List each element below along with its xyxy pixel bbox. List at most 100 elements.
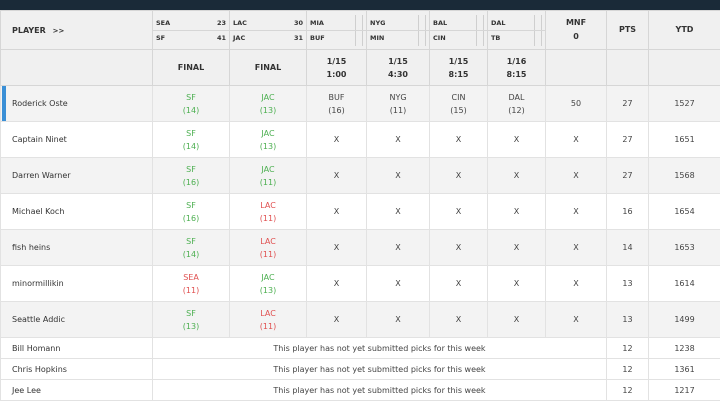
game-status-top: 1/15 [388,56,408,66]
hidden-pick: X [333,243,340,252]
player-name[interactable]: Captain Ninet [12,135,67,144]
mnf-value: 50 [570,99,582,108]
pts-cell: 27 [606,85,649,122]
hidden-pick: X [455,171,462,180]
player-name-cell[interactable]: Michael Koch [0,193,153,230]
game-team-line: TB [488,30,545,46]
player-row[interactable]: Captain Ninet SF (14) JAC (13) X X X X X 27 1651 [0,121,720,158]
game-score-cell: LAC 30 JAC 31 [229,10,307,50]
not-submitted-cell: This player has not yet submitted picks … [152,358,607,380]
game-team-line: CIN [430,30,487,46]
game-status-cell: 1/16 8:15 [487,49,546,86]
player-name[interactable]: Jee Lee [12,385,41,395]
game-status-top: 1/15 [326,56,347,66]
pending-player-row[interactable]: Chris Hopkins This player has not yet sub… [0,358,720,380]
pts-header[interactable]: PTS [606,10,649,50]
player-row[interactable]: Seattle Addic SF (13) LAC (11) X X X X X 13 1499 [0,301,720,338]
ytd-header[interactable]: YTD [648,10,720,50]
score-box [408,30,419,46]
pending-player-row[interactable]: Bill Homann This player has not yet submi… [0,337,720,359]
pending-player-row[interactable]: Jee Lee This player has not yet submitted… [0,379,720,401]
score-box [524,30,535,46]
player-row[interactable]: minormillikin SEA (11) JAC (13) X X X X X 13 1614 [0,265,720,302]
ytd-cell: 1499 [648,301,720,338]
player-row[interactable]: Roderick Oste SF (14) JAC (13) BUF (16) NYG (11)… [0,85,720,122]
player-name-cell[interactable]: Bill Homann [0,337,153,359]
mnf-value: X [573,315,579,324]
player-name[interactable]: Bill Homann [12,343,61,353]
pts-cell: 12 [606,358,649,380]
pick-cell: LAC (11) [229,193,307,230]
hidden-pick: X [395,243,401,252]
player-row[interactable]: Michael Koch SF (16) LAC (11) X X X X X 16 1654 [0,193,720,230]
pick-team: LAC [260,308,276,318]
pts-value: 27 [622,171,633,180]
team-score: 23 [216,18,226,27]
team-abbr: BAL [433,18,448,27]
player-name-cell[interactable]: fish heins [0,229,153,266]
pts-cell: 12 [606,379,649,401]
pick-cell: X [429,157,488,194]
player-name[interactable]: Chris Hopkins [12,364,67,374]
game-team-line: LAC 30 [230,15,306,30]
pick-confidence: (16) [328,105,345,115]
player-row[interactable]: fish heins SF (14) LAC (11) X X X X X 14 1653 [0,229,720,266]
status-spacer [606,49,649,86]
top-bar [0,0,720,10]
mnf-cell: X [545,157,607,194]
status-spacer [648,49,720,86]
game-status-cell: FINAL [152,49,230,86]
pick-cell: CIN (15) [429,85,488,122]
player-name-cell[interactable]: Seattle Addic [0,301,153,338]
team-abbr: CIN [433,34,446,42]
mnf-value: X [573,207,579,216]
pick-team: BUF [328,92,345,102]
score-box [535,15,542,30]
sort-arrows-icon[interactable]: >> [52,26,65,35]
pick-cell: NYG (11) [366,85,430,122]
picks-table: PLAYER >> SEA 23 SF 41 LAC 30 JAC 31 MIA BUF NY… [0,10,720,401]
player-name-cell[interactable]: Jee Lee [0,379,153,401]
player-header-label: PLAYER [12,25,46,35]
mnf-value: X [573,279,579,288]
not-submitted-cell: This player has not yet submitted picks … [152,337,607,359]
player-name[interactable]: Roderick Oste [12,99,68,108]
mnf-label: MNF [565,18,587,27]
score-box [345,15,356,30]
pick-team: SF [186,308,196,318]
pts-cell: 27 [606,121,649,158]
ytd-value: 1614 [674,279,695,288]
player-name[interactable]: Seattle Addic [12,315,65,324]
team-score: 30 [293,18,303,27]
player-row[interactable]: Darren Warner SF (16) JAC (11) X X X X X 27 1568 [0,157,720,194]
pick-cell: X [306,301,367,338]
player-name-cell[interactable]: Captain Ninet [0,121,153,158]
mnf-cell: X [545,301,607,338]
hidden-pick: X [333,207,340,216]
player-name[interactable]: minormillikin [12,279,64,288]
player-name-cell[interactable]: Roderick Oste [0,85,153,122]
hidden-pick: X [395,171,401,180]
player-name-cell[interactable]: minormillikin [0,265,153,302]
pick-confidence: (13) [182,321,200,331]
player-name[interactable]: Michael Koch [12,207,65,216]
hidden-pick: X [513,171,520,180]
pts-value: 27 [622,135,633,144]
player-name-cell[interactable]: Chris Hopkins [0,358,153,380]
pick-confidence: (13) [259,141,277,151]
ytd-cell: 1568 [648,157,720,194]
hidden-pick: X [513,207,520,216]
game-team-line: MIA [307,15,366,30]
game-status-cell: 1/15 8:15 [429,49,488,86]
player-name-cell[interactable]: Darren Warner [0,157,153,194]
pick-cell: X [306,265,367,302]
player-name[interactable]: fish heins [12,243,51,252]
pick-cell: X [366,301,430,338]
pick-confidence: (13) [259,105,277,115]
player-column-header[interactable]: PLAYER >> [0,10,153,50]
pick-cell: X [487,301,546,338]
pick-confidence: (11) [259,213,277,223]
pick-cell: X [366,121,430,158]
game-status-bottom: 8:15 [506,69,527,79]
player-name[interactable]: Darren Warner [12,171,71,180]
